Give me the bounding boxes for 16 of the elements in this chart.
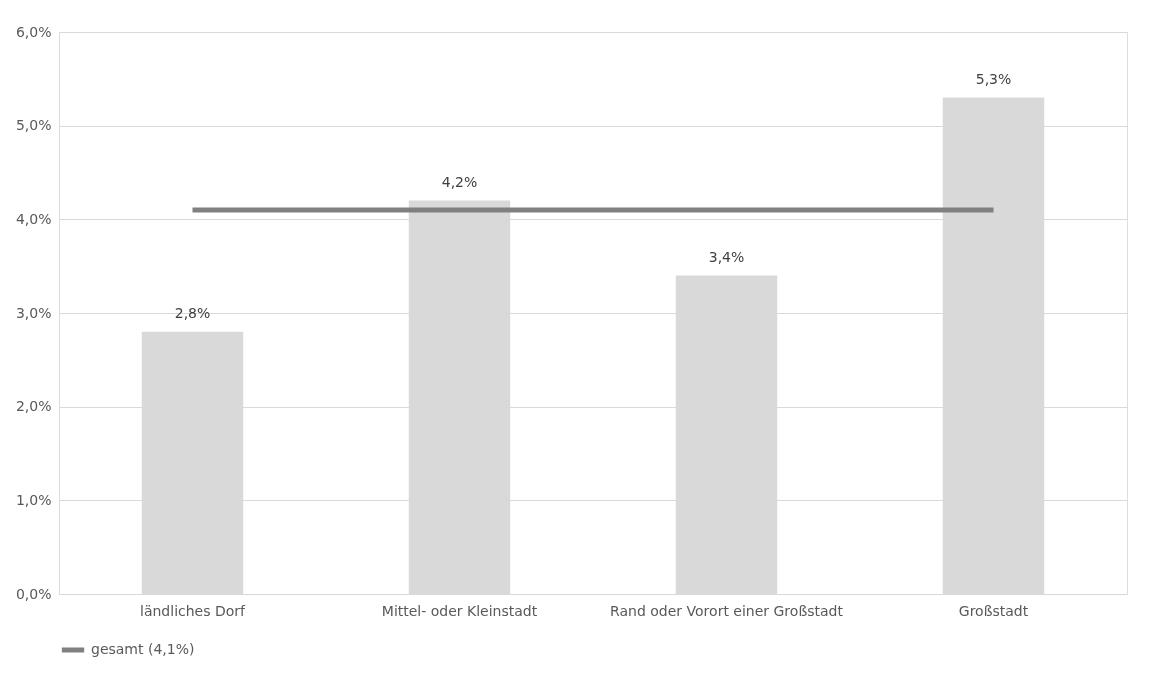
data-label: 5,3% bbox=[975, 70, 1012, 87]
data-label: 4,2% bbox=[441, 173, 478, 190]
y-tick-label: 0,0% bbox=[15, 585, 52, 602]
x-tick-label: ländliches Dorf bbox=[140, 602, 247, 619]
y-tick-label: 3,0% bbox=[15, 304, 52, 321]
x-tick-label: Mittel- oder Kleinstadt bbox=[381, 602, 538, 619]
y-tick-label: 4,0% bbox=[15, 210, 52, 227]
legend-label: gesamt (4,1%) bbox=[91, 641, 195, 657]
y-tick-label: 1,0% bbox=[15, 491, 52, 508]
x-tick-label: Rand oder Vorort einer Großstadt bbox=[610, 602, 844, 619]
data-label: 2,8% bbox=[174, 304, 211, 321]
y-tick-label: 2,0% bbox=[15, 398, 52, 415]
y-tick-label: 6,0% bbox=[15, 23, 52, 40]
x-tick-label: Großstadt bbox=[958, 602, 1029, 619]
data-label: 3,4% bbox=[708, 248, 745, 265]
y-tick-label: 5,0% bbox=[15, 117, 52, 134]
